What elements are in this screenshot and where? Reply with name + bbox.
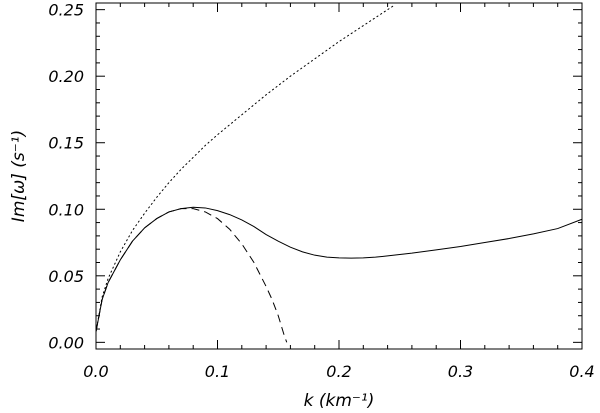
y-tick-label: 0.10: [48, 200, 84, 219]
series-line-solid: [95, 206, 583, 332]
axis-ticks: [95, 3, 583, 349]
y-tick-label: 0.25: [48, 1, 84, 20]
y-tick-label: 0.05: [48, 267, 84, 286]
x-tick-label: 0.3: [448, 362, 473, 381]
x-tick-label: 0.0: [83, 362, 108, 381]
series-line-dotted: [95, 5, 395, 333]
y-tick-label: 0.15: [48, 134, 84, 153]
series-line-dashed: [95, 208, 288, 343]
x-tick-label: 0.4: [569, 362, 594, 381]
plot-frame: [95, 2, 583, 350]
y-tick-label: 0.00: [48, 333, 84, 352]
x-axis-label: k (km⁻¹): [304, 391, 375, 411]
y-tick-label: 0.20: [48, 67, 84, 86]
x-tick-label: 0.2: [326, 362, 351, 381]
series-layer: [95, 5, 583, 343]
y-axis-label: Im[ω] (s⁻¹): [9, 130, 29, 222]
tick-labels: 0.0 0.1 0.2 0.3 0.4 0.00 0.05 0.10 0.15 0.20 0.25: [48, 1, 594, 381]
x-tick-label: 0.1: [205, 362, 230, 381]
